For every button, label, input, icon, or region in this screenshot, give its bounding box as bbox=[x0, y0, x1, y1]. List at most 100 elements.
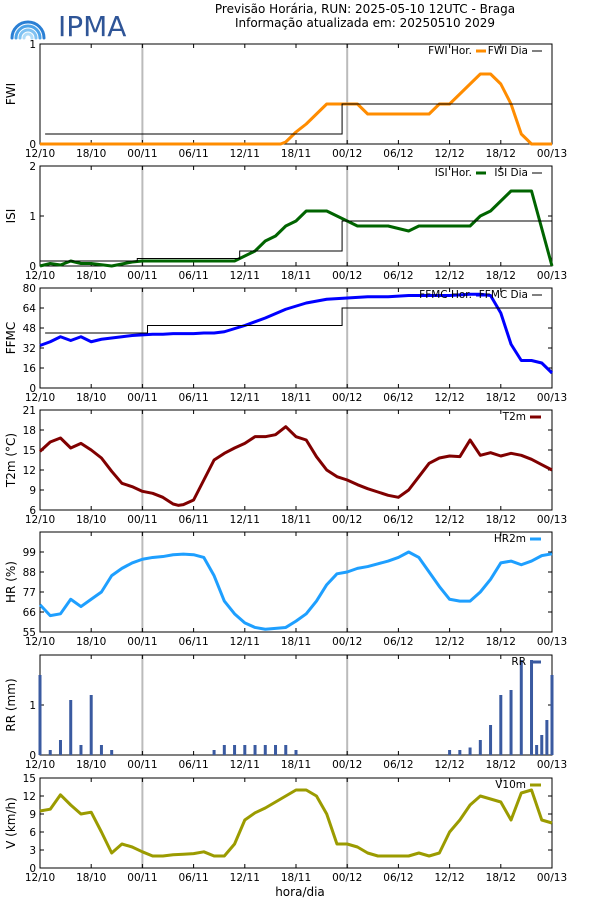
rr-bar bbox=[212, 750, 216, 755]
panel-ffmc: 0 16 32 48 64 80 12/10 18/10 00/11 06/11 12/11 18/1… bbox=[4, 283, 567, 404]
rr-bar bbox=[509, 690, 513, 755]
rr-bar bbox=[468, 747, 472, 755]
y-tick-label: 6 bbox=[29, 827, 36, 839]
ipma-logo-text: IPMA bbox=[58, 10, 126, 43]
x-tick-label: 12/10 bbox=[25, 872, 55, 884]
y-axis-label: ISI bbox=[4, 209, 18, 224]
rr-bar bbox=[274, 745, 278, 755]
rr-bar bbox=[99, 745, 103, 755]
y-tick-label: 66 bbox=[23, 607, 37, 619]
rr-bar bbox=[58, 740, 62, 755]
x-tick-label: 18/12 bbox=[486, 148, 516, 160]
y-tick-label: 48 bbox=[23, 323, 36, 335]
x-tick-label: 00/13 bbox=[537, 148, 567, 160]
y-tick-label: 32 bbox=[23, 343, 36, 355]
x-tick-label: 12/10 bbox=[25, 514, 55, 526]
x-tick-label: 00/13 bbox=[537, 270, 567, 282]
x-axis-title: hora/dia bbox=[275, 885, 325, 899]
y-tick-label: 1 bbox=[29, 211, 36, 223]
x-tick-label: 06/11 bbox=[178, 759, 208, 771]
x-tick-label: 12/11 bbox=[230, 872, 260, 884]
rr-bar bbox=[110, 750, 114, 755]
y-tick-label: 77 bbox=[23, 587, 36, 599]
rr-bar bbox=[243, 745, 247, 755]
x-tick-label: 06/11 bbox=[178, 636, 208, 648]
y-tick-label: 0 bbox=[29, 139, 36, 151]
rr-bar bbox=[530, 660, 534, 755]
legend-label-hourly: FFMC Hor. bbox=[419, 289, 472, 301]
y-tick-label: 0 bbox=[29, 863, 36, 875]
x-tick-label: 00/12 bbox=[332, 270, 362, 282]
x-tick-label: 06/11 bbox=[178, 270, 208, 282]
rr-bar bbox=[489, 725, 493, 755]
x-tick-label: 00/13 bbox=[537, 636, 567, 648]
plot-frame bbox=[39, 409, 553, 511]
x-tick-label: 18/11 bbox=[281, 759, 311, 771]
plot-frame bbox=[39, 654, 553, 756]
x-tick-label: 12/11 bbox=[230, 392, 260, 404]
x-tick-label: 12/12 bbox=[434, 392, 464, 404]
panel-v10m: 0 3 6 9 12 15 12/10 18/10 00/11 06/11 12/11 18/11 00… bbox=[4, 773, 567, 884]
x-tick-label: 18/10 bbox=[76, 872, 106, 884]
y-axis-label: HR (%) bbox=[4, 561, 18, 603]
hourly-line bbox=[38, 425, 553, 507]
x-tick-label: 06/12 bbox=[383, 759, 413, 771]
y-tick-label: 1 bbox=[29, 39, 36, 51]
x-tick-label: 06/11 bbox=[178, 514, 208, 526]
rr-bar bbox=[540, 735, 544, 755]
panel-hr2m: 55 66 77 88 99 12/10 18/10 00/11 06/11 12/11 18/11… bbox=[4, 531, 567, 648]
y-tick-label: 0 bbox=[29, 383, 36, 395]
x-tick-label: 00/11 bbox=[127, 148, 157, 160]
x-tick-label: 18/11 bbox=[281, 636, 311, 648]
x-tick-label: 12/10 bbox=[25, 759, 55, 771]
ipma-logo-arcs bbox=[10, 20, 46, 40]
x-tick-label: 00/11 bbox=[127, 392, 157, 404]
x-tick-label: 18/10 bbox=[76, 759, 106, 771]
x-tick-label: 18/11 bbox=[281, 392, 311, 404]
x-tick-label: 00/12 bbox=[332, 148, 362, 160]
rr-bar bbox=[519, 660, 523, 755]
y-tick-label: 3 bbox=[29, 845, 36, 857]
y-tick-label: 6 bbox=[29, 505, 36, 517]
rr-bar bbox=[233, 745, 237, 755]
y-tick-label: 88 bbox=[23, 567, 36, 579]
y-tick-label: 2 bbox=[29, 161, 36, 173]
rr-bar bbox=[89, 695, 93, 755]
x-tick-label: 12/12 bbox=[434, 759, 464, 771]
x-tick-label: 18/12 bbox=[486, 872, 516, 884]
rr-bar bbox=[222, 745, 226, 755]
x-tick-label: 18/10 bbox=[76, 148, 106, 160]
x-tick-label: 12/12 bbox=[434, 636, 464, 648]
x-tick-label: 12/12 bbox=[434, 270, 464, 282]
x-tick-label: 06/12 bbox=[383, 270, 413, 282]
y-tick-label: 64 bbox=[23, 303, 37, 315]
panel-isi: 0 1 2 12/10 18/10 00/11 06/11 12/11 18/11 00/12 06… bbox=[4, 161, 567, 282]
y-axis-label: T2m (°C) bbox=[4, 433, 18, 488]
rr-bar bbox=[499, 695, 503, 755]
x-tick-label: 00/12 bbox=[332, 872, 362, 884]
y-tick-label: 15 bbox=[23, 445, 36, 457]
rr-bar bbox=[550, 675, 554, 755]
y-tick-label: 1 bbox=[29, 700, 36, 712]
y-tick-label: 99 bbox=[23, 547, 36, 559]
header-updated: Informação atualizada em: 20250510 2029 bbox=[234, 16, 496, 30]
hourly-line bbox=[39, 292, 554, 375]
x-tick-label: 06/11 bbox=[178, 872, 208, 884]
x-tick-label: 12/10 bbox=[25, 636, 55, 648]
y-tick-label: 80 bbox=[23, 283, 36, 295]
rr-bar bbox=[38, 675, 42, 755]
x-tick-label: 00/13 bbox=[537, 392, 567, 404]
x-tick-label: 18/10 bbox=[76, 514, 106, 526]
hourly-line bbox=[38, 550, 553, 631]
hourly-line bbox=[39, 788, 553, 858]
y-tick-label: 15 bbox=[23, 773, 36, 785]
y-tick-label: 12 bbox=[23, 791, 36, 803]
panel-fwi: 0 1 12/10 18/10 00/11 06/11 12/11 18/11 00/12 06/… bbox=[4, 39, 567, 160]
x-tick-label: 18/10 bbox=[76, 392, 106, 404]
y-tick-label: 0 bbox=[29, 750, 36, 762]
daily-step-line bbox=[45, 103, 552, 135]
x-tick-label: 12/11 bbox=[230, 636, 260, 648]
legend-label-hourly: ISI Hor. bbox=[435, 167, 472, 179]
y-tick-label: 0 bbox=[29, 261, 36, 273]
